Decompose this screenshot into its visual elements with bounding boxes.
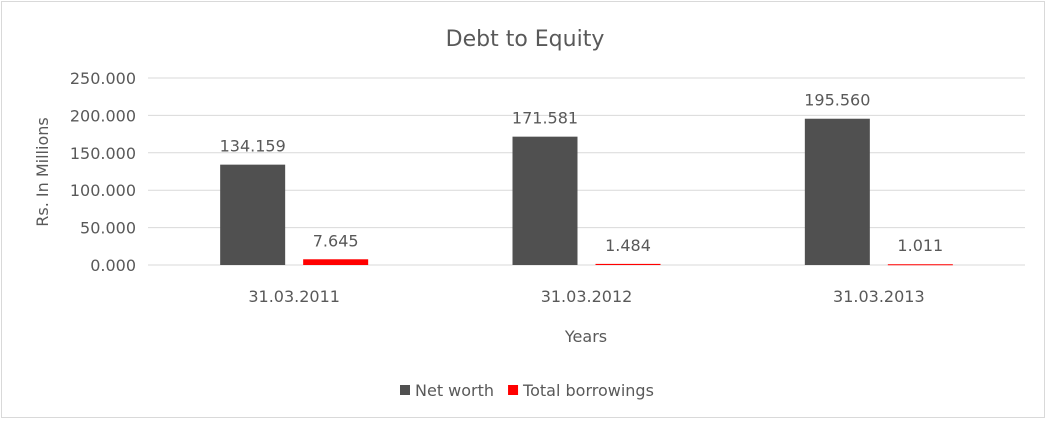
legend-swatch — [400, 385, 410, 395]
y-tick-label: 100.000 — [70, 181, 136, 200]
x-tick-label: 31.03.2012 — [541, 287, 633, 306]
legend-label: Net worth — [415, 381, 494, 400]
x-tick-label: 31.03.2013 — [833, 287, 925, 306]
bar-total-borrowings — [303, 259, 369, 265]
data-label: 1.011 — [897, 236, 943, 255]
y-axis-title: Rs. In Millions — [33, 117, 52, 226]
y-tick-label: 150.000 — [70, 144, 136, 163]
data-label: 1.484 — [605, 236, 651, 255]
bar-net-worth — [512, 136, 578, 265]
data-label: 134.159 — [220, 137, 286, 156]
bar-net-worth — [220, 164, 286, 265]
y-tick-label: 50.000 — [80, 219, 136, 238]
bar-total-borrowings — [887, 264, 953, 266]
legend: Net worth Total borrowings — [400, 381, 654, 400]
bar-total-borrowings — [595, 263, 661, 265]
data-label: 171.581 — [512, 109, 578, 128]
y-tick-label: 0.000 — [90, 256, 136, 275]
chart-title: Debt to Equity — [446, 27, 605, 52]
y-tick-label: 250.000 — [70, 69, 136, 88]
x-axis-title: Years — [564, 327, 607, 346]
data-label: 7.645 — [313, 231, 359, 250]
data-label: 195.560 — [804, 91, 870, 110]
x-tick-label: 31.03.2011 — [248, 287, 340, 306]
legend-swatch — [508, 385, 519, 395]
bar-net-worth — [804, 118, 870, 265]
y-tick-label: 200.000 — [70, 106, 136, 125]
legend-label: Total borrowings — [522, 381, 654, 400]
